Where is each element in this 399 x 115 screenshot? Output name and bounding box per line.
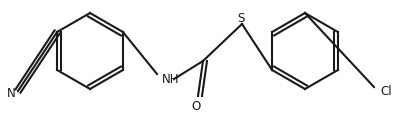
Text: Cl: Cl (380, 85, 392, 98)
Text: O: O (192, 100, 201, 112)
Text: N: N (7, 87, 16, 100)
Text: S: S (237, 12, 245, 25)
Text: NH: NH (162, 73, 180, 86)
